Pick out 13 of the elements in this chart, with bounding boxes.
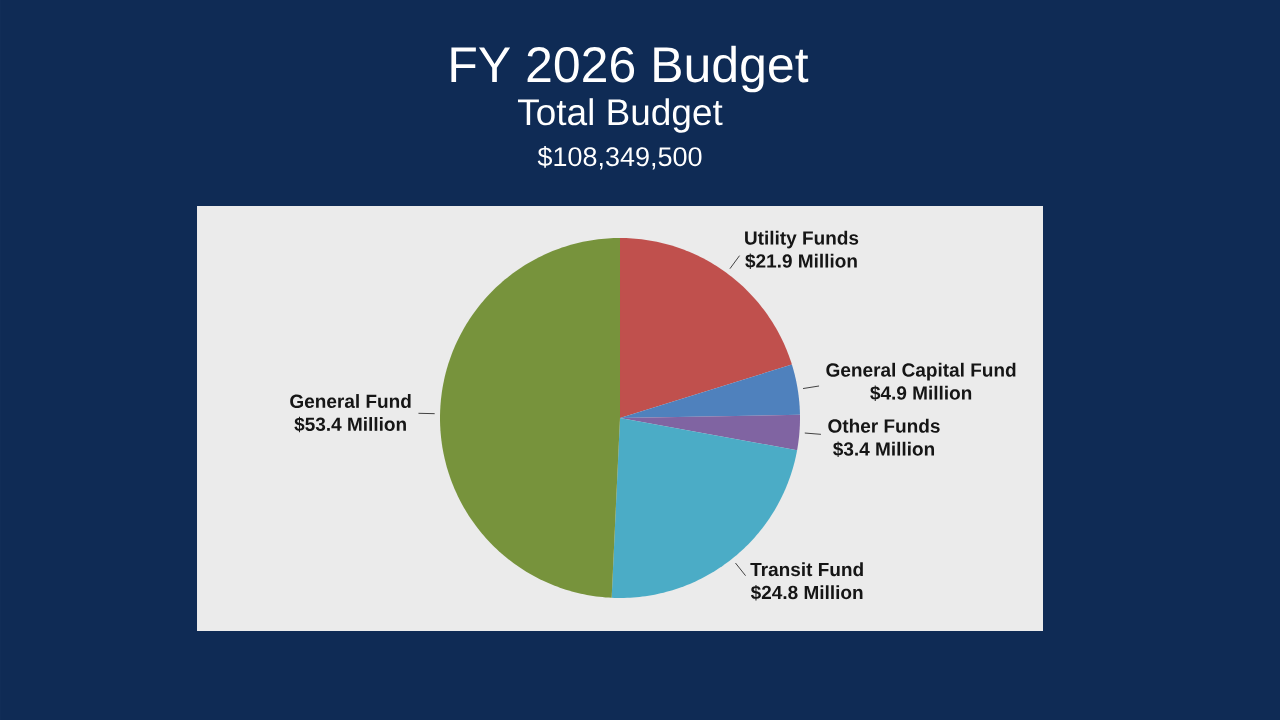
data-label: $21.9 Million: [745, 253, 857, 269]
chart-title: FY 2026 Budget: [451, 45, 809, 93]
slice-label: General Capital Fund: [826, 362, 1016, 381]
data-label: $4.9 Million: [870, 385, 972, 401]
chart-subtitle: Total Budget: [517, 98, 723, 133]
text: $108,349,500: [537, 145, 702, 170]
slice-label: Transit Fund: [750, 562, 863, 577]
slice-label: Utility Funds: [745, 230, 859, 249]
data-label: $53.4 Million: [294, 416, 406, 433]
data-label: $24.8 Million: [750, 584, 863, 601]
data-label: $3.4 Million: [833, 441, 935, 457]
slice-label: General Fund: [290, 394, 411, 409]
slice-label: Other Funds: [828, 418, 940, 433]
